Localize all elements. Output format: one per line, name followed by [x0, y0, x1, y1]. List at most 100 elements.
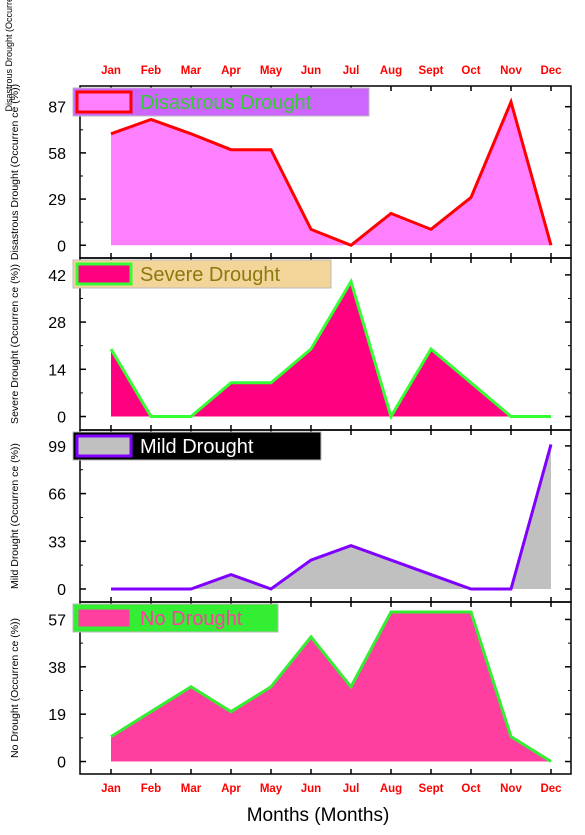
mild-ytick-label-33: 33	[48, 534, 66, 551]
severe-y-axis-label: Severe Drought (Occurren ce (%))	[9, 264, 21, 424]
mild-point-Nov	[510, 587, 513, 590]
panel-disastrous: 0 29 58 87 Disastrous Drought (Occurren ce (…	[9, 84, 572, 260]
severe-legend-swatch	[75, 262, 133, 286]
disastrous-point-Jun	[310, 228, 313, 231]
mild-point-Dec	[550, 443, 553, 446]
panel-mild: 0 33 66 99 Mild Drought (Occurren ce (%)) Mil…	[9, 429, 572, 603]
severe-ytick-label-14: 14	[48, 362, 66, 379]
mild-point-Mar	[190, 587, 193, 590]
none-point-Apr	[230, 710, 233, 713]
none-frame	[79, 601, 572, 775]
xtick-label-bottom-May: May	[260, 783, 283, 795]
xtick-label-top-Feb: Feb	[141, 65, 161, 77]
mild-ytick-label-0: 0	[57, 582, 66, 599]
mild-point-Apr	[230, 573, 233, 576]
none-legend-label: No Drought	[140, 608, 243, 630]
disastrous-point-Sept	[430, 228, 433, 231]
panel-severe: 0 14 28 42 Severe Drought (Occurren ce (%)) S…	[9, 257, 572, 431]
xtick-label-bottom-Jul: Jul	[343, 783, 360, 795]
disastrous-area	[111, 101, 551, 246]
mild-point-May	[270, 587, 273, 590]
mild-legend-swatch	[75, 434, 133, 458]
xtick-label-top-Oct: Oct	[461, 65, 480, 77]
mild-point-Aug	[390, 559, 393, 562]
disastrous-ytick-label-0: 0	[57, 238, 66, 255]
disastrous-point-Apr	[230, 148, 233, 151]
mild-legend-label: Mild Drought	[140, 436, 254, 458]
none-point-Oct	[470, 610, 473, 613]
mild-series-line	[111, 444, 553, 591]
xtick-label-top-Aug: Aug	[380, 65, 402, 77]
mild-point-Jan	[110, 587, 113, 590]
severe-series-line	[109, 277, 551, 421]
none-point-Sept	[430, 610, 433, 613]
none-legend: No Drought	[72, 603, 279, 633]
xtick-label-top-Dec: Dec	[540, 65, 562, 77]
xtick-label-top-Sept: Sept	[419, 65, 444, 77]
xtick-label-bottom-Sept: Sept	[419, 783, 444, 795]
xtick-label-bottom-Oct: Oct	[461, 783, 480, 795]
severe-ytick-label-0: 0	[57, 410, 66, 427]
none-point-Nov	[510, 735, 513, 738]
xtick-label-bottom-Feb: Feb	[141, 783, 161, 795]
mild-area	[111, 444, 551, 589]
top-rotated-label: Disastrous Drought (Occurren ce (%))	[4, 0, 14, 112]
none-series-line	[110, 610, 552, 763]
xtick-label-bottom-Nov: Nov	[500, 783, 522, 795]
xtick-label-top-Apr: Apr	[221, 65, 241, 77]
mild-ytick-label-66: 66	[48, 487, 66, 504]
mild-point-Jul	[350, 544, 353, 547]
disastrous-y-axis-label: Disastrous Drought (Occurren ce (%))	[9, 84, 21, 260]
severe-point-Aug	[390, 415, 393, 418]
severe-area	[111, 281, 551, 417]
none-ytick-label-19: 19	[48, 707, 66, 724]
none-ytick-label-38: 38	[48, 660, 66, 677]
mild-point-Feb	[150, 587, 153, 590]
none-point-Aug	[390, 610, 393, 613]
severe-point-Jun	[310, 348, 313, 351]
none-point-Mar	[190, 685, 193, 688]
none-point-Jan	[110, 735, 113, 738]
severe-ytick-label-28: 28	[48, 315, 66, 332]
mild-point-Sept	[430, 573, 433, 576]
xtick-label-bottom-Jun: Jun	[301, 783, 321, 795]
disastrous-legend-swatch	[75, 90, 133, 114]
disastrous-point-Dec	[550, 244, 553, 247]
disastrous-point-May	[270, 148, 273, 151]
severe-point-Jul	[350, 280, 353, 283]
none-point-Jul	[350, 685, 353, 688]
disastrous-point-Oct	[470, 196, 473, 199]
x-axis-label: Months (Months)	[247, 805, 390, 826]
xtick-label-bottom-Mar: Mar	[181, 783, 202, 795]
xtick-label-bottom-Jan: Jan	[101, 783, 121, 795]
none-point-May	[270, 685, 273, 688]
severe-point-Dec	[550, 415, 553, 418]
disastrous-point-Nov	[510, 100, 513, 103]
mild-point-Jun	[310, 559, 313, 562]
none-area	[111, 611, 551, 762]
disastrous-point-Aug	[390, 212, 393, 215]
none-point-Feb	[150, 710, 153, 713]
severe-point-Feb	[150, 415, 153, 418]
disastrous-legend: Disastrous Drought	[72, 87, 370, 117]
severe-legend: Severe Drought	[72, 259, 332, 289]
severe-point-Oct	[470, 381, 473, 384]
xtick-label-top-Jan: Jan	[101, 65, 121, 77]
mild-point-Oct	[470, 587, 473, 590]
disastrous-ytick-label-87: 87	[48, 100, 66, 117]
disastrous-ytick-label-29: 29	[48, 192, 66, 209]
severe-legend-label: Severe Drought	[140, 264, 281, 286]
panel-none: 0 19 38 57 No Drought (Occurren ce (%)) No Dr…	[9, 601, 572, 775]
none-ytick-label-57: 57	[48, 612, 66, 629]
xtick-label-bottom-Aug: Aug	[380, 783, 402, 795]
severe-point-Mar	[190, 415, 193, 418]
severe-point-Nov	[510, 415, 513, 418]
xtick-label-bottom-Apr: Apr	[221, 783, 241, 795]
disastrous-point-Feb	[150, 118, 153, 121]
severe-point-Jan	[110, 348, 113, 351]
mild-legend: Mild Drought	[72, 431, 322, 461]
disastrous-legend-label: Disastrous Drought	[140, 92, 312, 114]
disastrous-series-line	[110, 97, 553, 247]
xtick-label-top-Nov: Nov	[500, 65, 522, 77]
